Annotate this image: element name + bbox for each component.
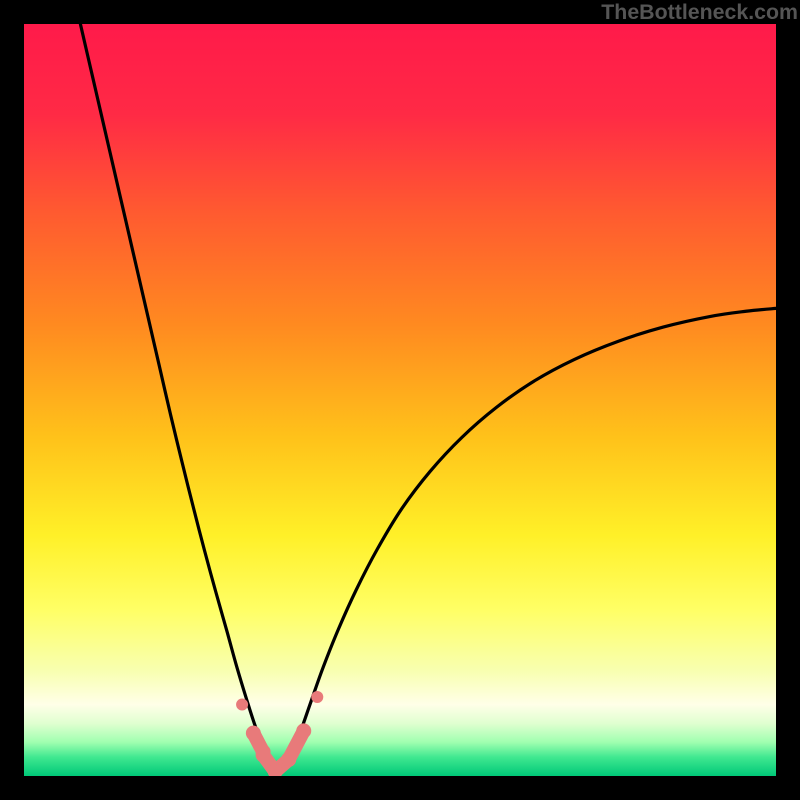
- trough-outer-dot: [311, 691, 323, 703]
- watermark-text: TheBottleneck.com: [601, 0, 800, 25]
- trough-bead: [246, 726, 261, 741]
- trough-bead: [296, 723, 311, 738]
- gradient-plot-area: [24, 24, 776, 776]
- outer-svg: [0, 0, 800, 800]
- figure-root: TheBottleneck.com: [0, 0, 800, 800]
- trough-bead: [256, 747, 271, 762]
- trough-outer-dot: [236, 699, 248, 711]
- trough-bead: [281, 752, 296, 767]
